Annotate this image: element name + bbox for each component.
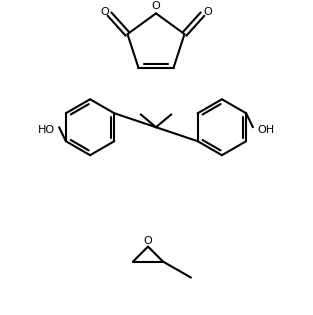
Text: O: O [144, 236, 152, 246]
Text: O: O [151, 1, 160, 11]
Text: O: O [203, 7, 212, 17]
Text: HO: HO [38, 125, 55, 135]
Text: OH: OH [257, 125, 275, 135]
Text: O: O [100, 7, 109, 17]
